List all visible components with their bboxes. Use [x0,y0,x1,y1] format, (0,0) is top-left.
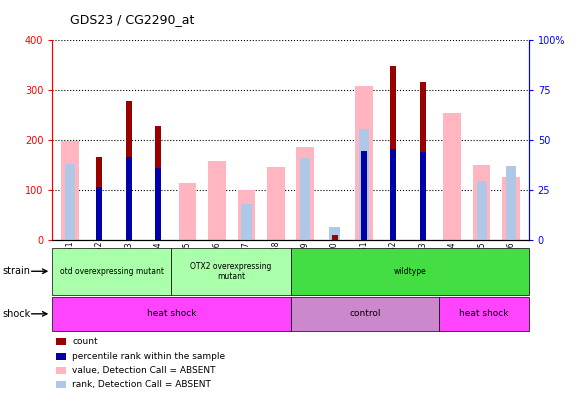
Bar [290,248,529,295]
Bar [155,168,161,240]
Bar [506,166,516,240]
Bar [267,167,285,240]
Bar [390,66,396,240]
Bar [473,165,490,240]
Text: percentile rank within the sample: percentile rank within the sample [72,352,225,361]
Bar [329,227,340,240]
Text: shock: shock [3,309,31,319]
Bar [179,183,196,240]
Bar [359,129,369,240]
Bar [61,141,79,240]
Text: value, Detection Call = ABSENT: value, Detection Call = ABSENT [72,366,216,375]
Bar [443,113,461,240]
Bar [361,150,367,240]
Bar [56,367,66,374]
Text: otd overexpressing mutant: otd overexpressing mutant [60,267,164,276]
Text: wildtype: wildtype [393,267,426,276]
Bar [290,297,439,331]
Bar [476,181,487,240]
Text: OTX2 overexpressing
mutant: OTX2 overexpressing mutant [190,262,272,281]
Bar [241,204,252,240]
Bar [355,86,373,240]
Bar [126,157,132,240]
Text: heat shock: heat shock [146,309,196,318]
Bar [420,82,426,240]
Bar [65,164,75,240]
Text: strain: strain [3,266,31,276]
Bar [96,187,102,240]
Text: count: count [72,337,98,346]
Bar [56,338,66,345]
Bar [52,248,171,295]
Bar [126,101,132,240]
Bar [390,148,396,240]
Text: rank, Detection Call = ABSENT: rank, Detection Call = ABSENT [72,381,211,389]
Bar [171,248,290,295]
Bar [52,297,290,331]
Bar [420,152,426,240]
Bar [296,147,314,240]
Bar [502,177,520,240]
Text: control: control [349,309,381,318]
Text: heat shock: heat shock [460,309,509,318]
Text: GDS23 / CG2290_at: GDS23 / CG2290_at [70,13,194,26]
Bar [208,161,226,240]
Bar [238,190,255,240]
Bar [300,158,310,240]
Bar [56,353,66,360]
Bar [96,157,102,240]
Bar [155,126,161,240]
Bar [332,234,338,240]
Bar [439,297,529,331]
Bar [56,381,66,388]
